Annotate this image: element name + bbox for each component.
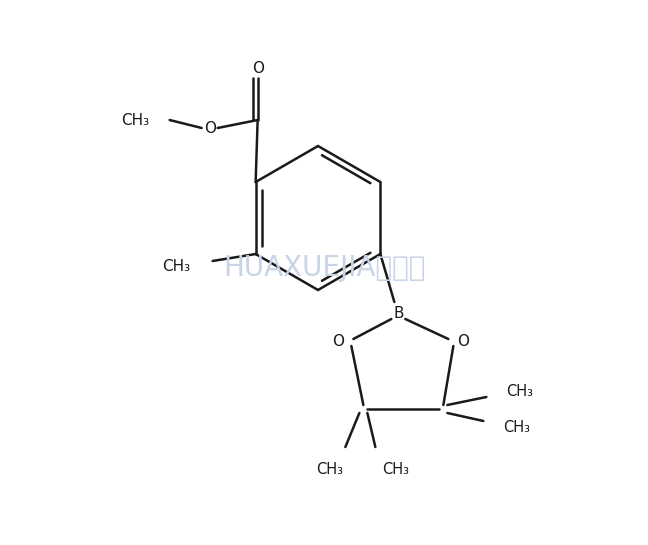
Text: CH₃: CH₃ [506, 384, 533, 398]
Text: CH₃: CH₃ [316, 462, 343, 476]
Text: CH₃: CH₃ [382, 462, 409, 476]
Text: O: O [457, 335, 469, 349]
Text: CH₃: CH₃ [503, 420, 530, 434]
Text: CH₃: CH₃ [122, 112, 150, 128]
Text: O: O [332, 335, 344, 349]
Text: HUAXUEJIA化学加: HUAXUEJIA化学加 [223, 254, 425, 282]
Text: O: O [251, 60, 264, 76]
Text: CH₃: CH₃ [163, 258, 191, 274]
Text: O: O [203, 120, 216, 136]
Text: B: B [393, 306, 404, 322]
